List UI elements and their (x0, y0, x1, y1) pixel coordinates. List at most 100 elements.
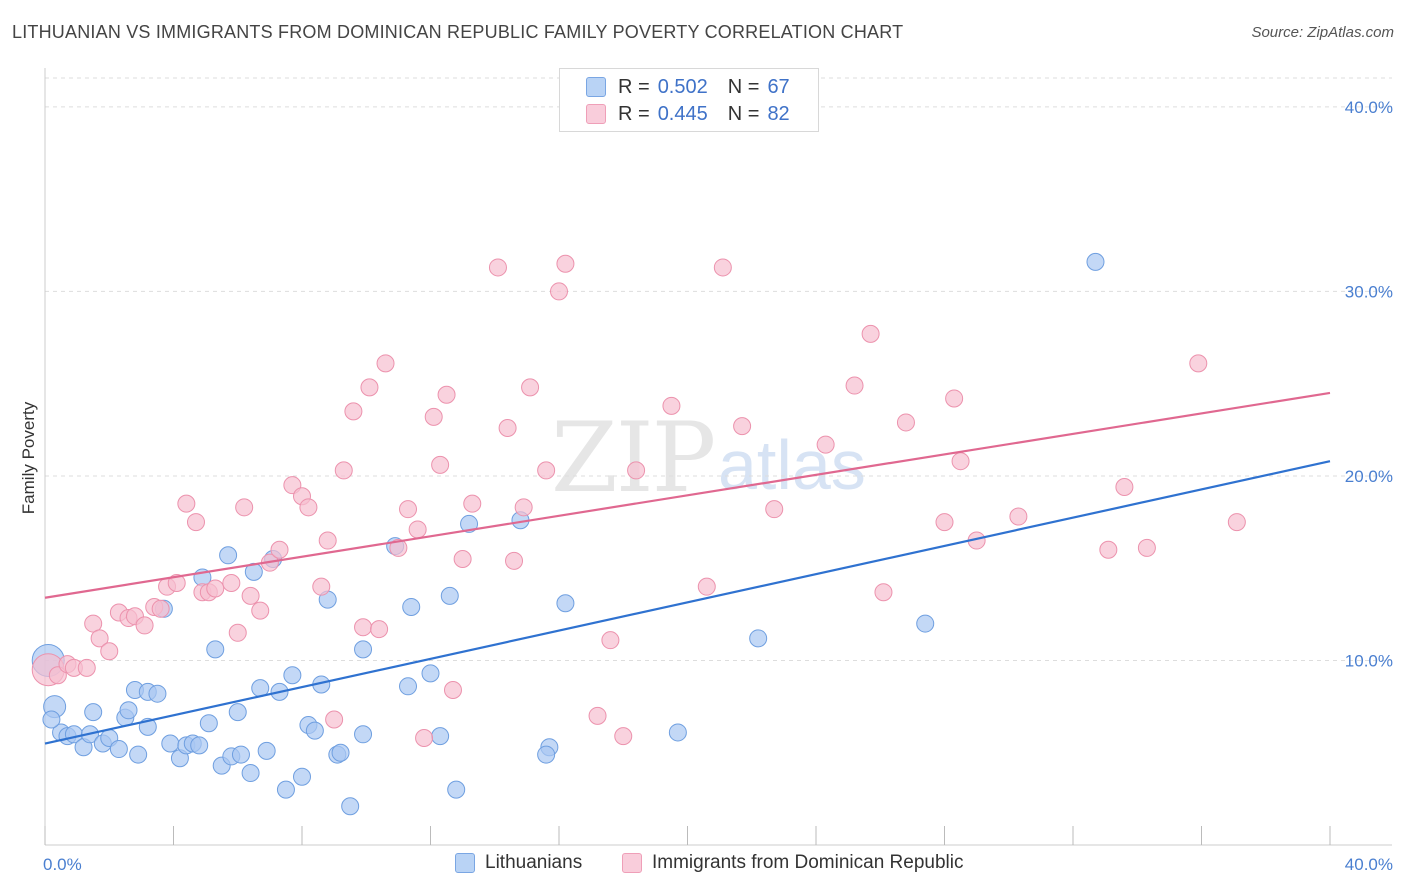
point-dominican (408, 520, 427, 539)
point-lithuanian (84, 703, 103, 722)
point-dominican (514, 498, 533, 517)
point-dominican (874, 583, 893, 602)
stats-legend: R = 0.502 N = 67 R = 0.445 N = 82 (559, 68, 819, 132)
point-lithuanian (431, 727, 450, 746)
point-dominican (550, 282, 568, 301)
point-dominican (186, 513, 205, 532)
point-dominican (627, 461, 646, 480)
point-lithuanian (219, 546, 238, 565)
point-dominican (816, 435, 835, 454)
point-dominican (354, 618, 373, 637)
point-dominican (431, 455, 450, 474)
legend-item-lithuanians: Lithuanians (455, 852, 582, 874)
point-dominican (614, 727, 633, 746)
point-dominican (135, 616, 154, 635)
point-dominican (505, 551, 524, 570)
point-dominican (424, 407, 443, 426)
y-tick-label: 40.0% (1345, 98, 1393, 117)
trend-line-lithuanians (44, 460, 1331, 745)
legend-r-label: R = (618, 75, 650, 98)
y-axis-label: Family Poverty (19, 401, 38, 514)
point-lithuanian (257, 741, 276, 760)
point-dominican (299, 498, 318, 517)
point-dominican (325, 710, 344, 729)
point-dominican (241, 586, 260, 605)
trend-layer (44, 391, 1331, 745)
point-lithuanian (199, 714, 218, 733)
point-lithuanian (206, 640, 225, 659)
point-dominican (601, 631, 620, 650)
point-dominican (453, 549, 472, 568)
point-lithuanian (402, 597, 421, 616)
point-lithuanian (148, 684, 167, 703)
chart-title: LITHUANIAN VS IMMIGRANTS FROM DOMINICAN … (12, 22, 904, 42)
point-dominican (222, 573, 241, 592)
legend-r-label: R = (618, 102, 650, 125)
legend-label-dominican: Immigrants from Dominican Republic (652, 852, 964, 873)
point-dominican (206, 579, 225, 598)
point-lithuanian (283, 666, 302, 685)
point-dominican (376, 354, 395, 373)
point-lithuanian (354, 640, 373, 659)
point-dominican (415, 728, 434, 747)
point-dominican (945, 389, 964, 408)
point-dominican (443, 681, 462, 699)
legend-swatch-pink (586, 104, 606, 124)
legend-r-value: 0.445 (657, 102, 708, 125)
point-lithuanian (1086, 252, 1105, 271)
point-dominican (251, 601, 270, 620)
point-dominican (521, 378, 540, 397)
x-tick-label: 0.0% (43, 855, 82, 874)
point-lithuanian (293, 767, 311, 786)
legend-label-lithuanians: Lithuanians (485, 852, 583, 873)
point-lithuanian (331, 743, 350, 762)
point-lithuanian (354, 725, 373, 744)
point-lithuanian (241, 764, 260, 783)
point-dominican (488, 258, 507, 277)
point-dominican (861, 324, 880, 343)
point-lithuanian (749, 629, 768, 648)
point-dominican (1009, 507, 1028, 526)
point-dominican (360, 378, 379, 397)
legend-n-label: N = (727, 102, 760, 125)
point-dominican (312, 577, 331, 596)
series-legend: Lithuanians Immigrants from Dominican Re… (0, 852, 1406, 878)
legend-row-dominican: R = 0.445 N = 82 (586, 101, 790, 127)
point-dominican (437, 385, 456, 404)
point-lithuanian (341, 797, 360, 816)
points-layer (31, 252, 1246, 816)
point-lithuanian (440, 586, 459, 605)
legend-swatch-blue (586, 77, 606, 97)
point-dominican (228, 623, 247, 642)
point-lithuanian (537, 745, 556, 764)
watermark-atlas: atlas (718, 426, 866, 504)
point-dominican (733, 417, 752, 436)
point-lithuanian (129, 745, 148, 764)
legend-n-label: N = (727, 75, 760, 98)
point-lithuanian (228, 703, 247, 722)
point-lithuanian (399, 677, 418, 696)
point-dominican (370, 620, 389, 639)
legend-row-lithuanians: R = 0.502 N = 67 (586, 74, 790, 100)
point-dominican (1137, 538, 1156, 557)
point-lithuanian (421, 664, 440, 683)
legend-swatch-pink (622, 853, 642, 873)
point-lithuanian (556, 594, 575, 613)
point-dominican (344, 402, 363, 421)
point-dominican (100, 642, 119, 661)
point-dominican (334, 461, 353, 480)
point-dominican (588, 706, 607, 725)
point-lithuanian (668, 723, 687, 742)
point-lithuanian (276, 780, 295, 799)
point-dominican (951, 452, 970, 471)
point-dominican (235, 498, 254, 517)
point-dominican (1099, 540, 1118, 559)
point-lithuanian (916, 614, 935, 633)
point-lithuanian (231, 745, 250, 764)
legend-r-value: 0.502 (657, 75, 708, 98)
legend-n-value: 82 (767, 102, 790, 125)
point-dominican (318, 531, 337, 550)
point-dominican (713, 258, 732, 277)
point-dominican (167, 573, 186, 592)
